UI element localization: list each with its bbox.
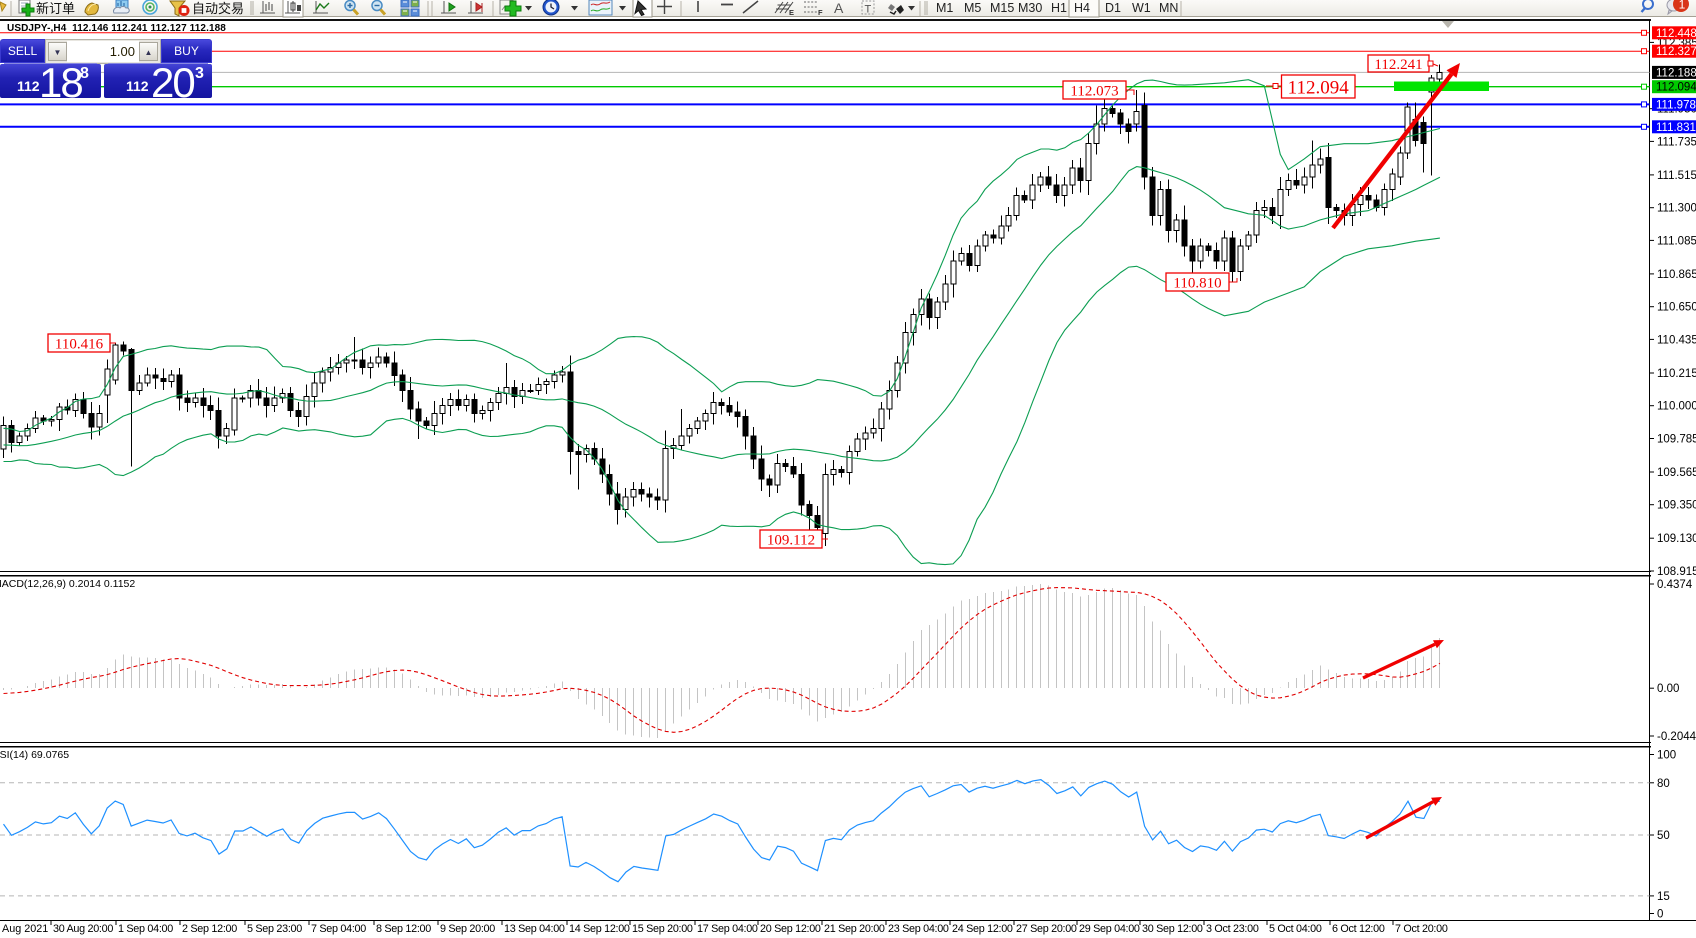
svg-text:109.785: 109.785 [1657,434,1696,446]
svg-text:112.094: 112.094 [1288,77,1350,98]
svg-text:0.4374: 0.4374 [1657,579,1693,591]
svg-text:13 Sep 04:00: 13 Sep 04:00 [504,923,565,935]
svg-text:7 Sep 04:00: 7 Sep 04:00 [311,923,366,935]
svg-text:30 Aug 20:00: 30 Aug 20:00 [53,923,113,935]
svg-text:21 Sep 20:00: 21 Sep 20:00 [824,923,885,935]
svg-text:5 Sep 23:00: 5 Sep 23:00 [247,923,302,935]
svg-text:111.831: 111.831 [1656,122,1696,134]
svg-text:7 Oct 20:00: 7 Oct 20:00 [1395,923,1448,935]
svg-text:5 Oct 04:00: 5 Oct 04:00 [1269,923,1322,935]
svg-text:新订单: 新订单 [36,1,75,16]
svg-text:112.094: 112.094 [1656,82,1696,94]
svg-text:111.735: 111.735 [1657,136,1696,148]
svg-text:自动交易: 自动交易 [192,1,244,16]
svg-text:17 Sep 04:00: 17 Sep 04:00 [697,923,758,935]
svg-text:M5: M5 [964,1,981,15]
svg-text:30 Sep 12:00: 30 Sep 12:00 [1142,923,1203,935]
svg-text:111.300: 111.300 [1657,203,1696,215]
svg-text:2 Sep 12:00: 2 Sep 12:00 [182,923,237,935]
svg-text:100: 100 [1657,750,1676,762]
svg-text:112.327: 112.327 [1656,46,1696,58]
svg-text:H4: H4 [1074,1,1090,15]
svg-text:109.565: 109.565 [1657,467,1696,479]
svg-text:15 Sep 20:00: 15 Sep 20:00 [632,923,693,935]
svg-text:15: 15 [1657,891,1670,903]
svg-text:A: A [834,0,844,16]
svg-text:F: F [818,8,823,17]
svg-text:110.650: 110.650 [1657,302,1696,314]
svg-text:110.215: 110.215 [1657,368,1696,380]
svg-text:111.978: 111.978 [1656,99,1696,111]
svg-text:112.448: 112.448 [1656,28,1696,40]
svg-text:3 Oct 23:00: 3 Oct 23:00 [1206,923,1259,935]
svg-text:9 Sep 20:00: 9 Sep 20:00 [440,923,495,935]
svg-text:14 Sep 12:00: 14 Sep 12:00 [569,923,630,935]
svg-text:W1: W1 [1132,1,1151,15]
svg-text:0: 0 [1657,909,1663,921]
svg-text:6 Oct 12:00: 6 Oct 12:00 [1332,923,1385,935]
svg-text:110.810: 110.810 [1173,275,1221,291]
svg-text:1: 1 [1679,0,1686,12]
svg-text:109.350: 109.350 [1657,500,1696,512]
svg-text:112.241: 112.241 [1374,57,1422,73]
svg-text:M15: M15 [990,1,1014,15]
svg-text:23 Sep 04:00: 23 Sep 04:00 [888,923,949,935]
svg-text:110.435: 110.435 [1657,334,1696,346]
svg-text:8 Sep 12:00: 8 Sep 12:00 [376,923,431,935]
svg-text:D1: D1 [1105,1,1121,15]
svg-text:80: 80 [1657,778,1670,790]
svg-text:50: 50 [1657,830,1670,842]
svg-text:T: T [865,4,872,16]
svg-text:112.073: 112.073 [1070,83,1118,99]
svg-text:108.915: 108.915 [1657,566,1696,578]
svg-text:-0.2044: -0.2044 [1657,731,1696,743]
svg-text:0.00: 0.00 [1657,683,1679,695]
svg-text:24 Sep 12:00: 24 Sep 12:00 [952,923,1013,935]
svg-text:20 Sep 12:00: 20 Sep 12:00 [760,923,821,935]
svg-text:M30: M30 [1018,1,1042,15]
svg-text:111.085: 111.085 [1657,235,1696,247]
svg-text:H1: H1 [1051,1,1067,15]
svg-text:110.000: 110.000 [1657,401,1696,413]
svg-text:29 Sep 04:00: 29 Sep 04:00 [1079,923,1140,935]
svg-text:110.865: 110.865 [1657,269,1696,281]
svg-text:109.130: 109.130 [1657,533,1696,545]
svg-text:E: E [789,8,794,17]
svg-text:109.112: 109.112 [767,532,815,548]
svg-text:MN: MN [1159,1,1178,15]
svg-text:1 Sep 04:00: 1 Sep 04:00 [118,923,173,935]
svg-text:27 Sep 20:00: 27 Sep 20:00 [1016,923,1077,935]
svg-text:112.188: 112.188 [1656,67,1696,79]
svg-text:Aug 2021: Aug 2021 [2,923,48,935]
svg-text:M1: M1 [936,1,953,15]
svg-text:111.515: 111.515 [1657,170,1696,182]
svg-text:110.416: 110.416 [55,336,104,352]
